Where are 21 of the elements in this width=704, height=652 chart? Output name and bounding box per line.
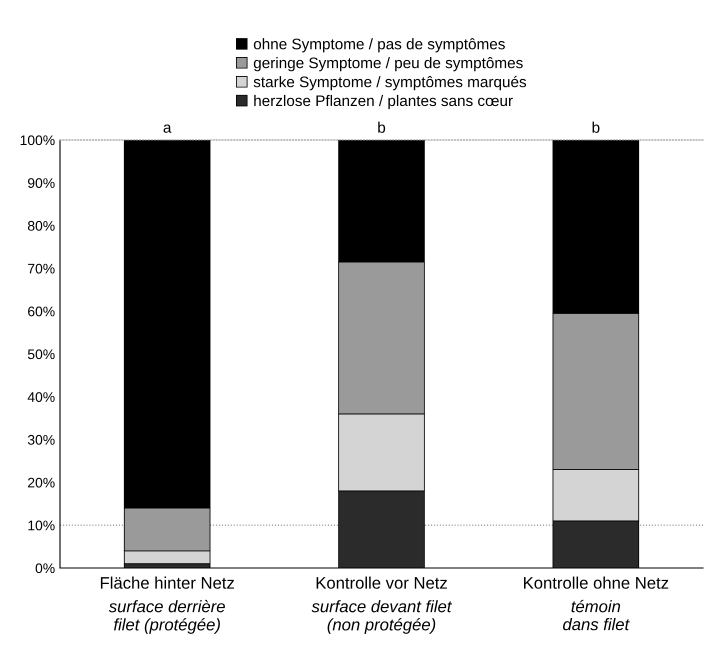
x-tick-label: Kontrolle ohne Netz témoin dans filet xyxy=(524,576,668,630)
y-tick-label: 60% xyxy=(28,306,55,316)
y-tick-label: 100% xyxy=(20,135,55,146)
y-tick-label: 30% xyxy=(28,434,55,445)
y-tick-label: 50% xyxy=(28,349,55,360)
y-tick-label: 80% xyxy=(28,220,55,231)
x-tick-label: Fläche hinter Netz surface derrière filet (protégée) xyxy=(100,576,234,634)
legend-label: geringe Symptome / peu de symptômes xyxy=(254,57,523,72)
y-tick-label: 20% xyxy=(28,478,55,488)
annotation: a xyxy=(164,124,172,133)
y-tick-label: 90% xyxy=(28,178,55,188)
y-tick-label: 10% xyxy=(28,520,55,530)
legend-label: starke Symptome / symptômes marqués xyxy=(254,76,526,90)
y-tick-label: 70% xyxy=(28,264,55,274)
y-tick-label: 40% xyxy=(28,392,55,402)
legend-label: ohne Symptome / pas de symptômes xyxy=(254,38,505,52)
annotation: b xyxy=(592,122,600,133)
annotation: b xyxy=(378,122,386,133)
x-tick-label: Kontrolle vor Netz surface devant filet (non protégée) xyxy=(312,576,452,634)
legend-label: herzlose Pflanzen / plantes sans cœur xyxy=(254,94,513,110)
y-tick-label: 0% xyxy=(36,563,55,574)
